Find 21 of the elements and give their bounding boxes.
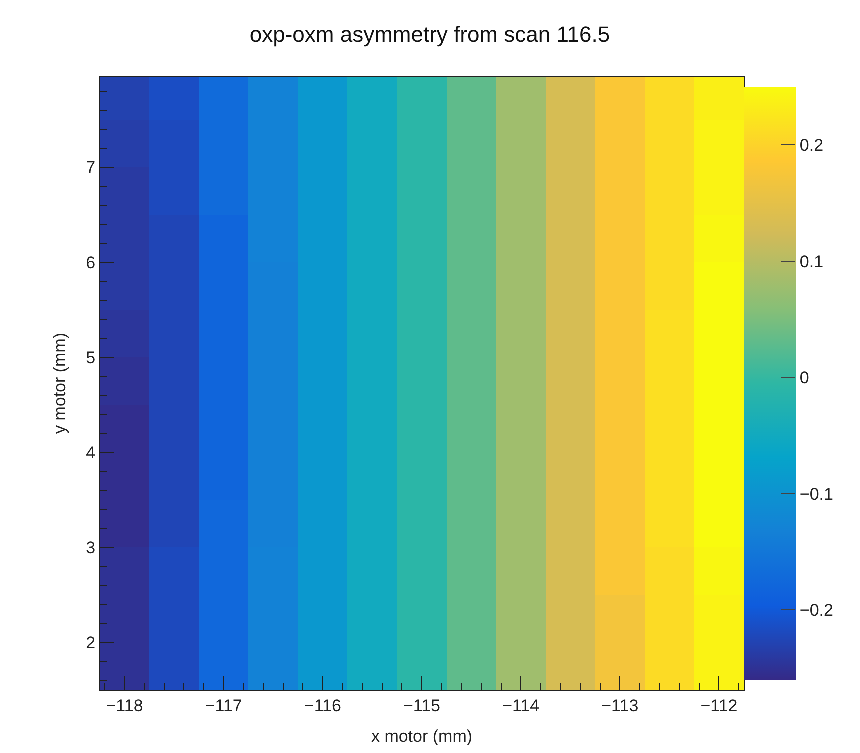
y-tick-label: 5	[86, 348, 96, 368]
x-axis-title: x motor (mm)	[371, 726, 473, 746]
x-tick-label: −118	[106, 696, 144, 716]
color-bar-label: 0	[800, 368, 810, 388]
y-axis-title: y motor (mm)	[50, 332, 70, 434]
y-tick-label: 4	[86, 443, 96, 462]
color-bar-label: −0.2	[800, 601, 834, 620]
color-bar-label: 0.1	[800, 252, 824, 272]
x-tick-label: −113	[602, 696, 639, 716]
color-bar-label: −0.1	[800, 484, 834, 504]
x-tick-label: −115	[403, 696, 441, 716]
color-bar-label: 0.2	[800, 136, 824, 156]
chart-title: oxp-oxm asymmetry from scan 116.5	[250, 22, 610, 47]
x-tick-label: −114	[502, 696, 540, 716]
y-tick-label: 7	[86, 158, 96, 178]
x-tick-label: −116	[304, 696, 342, 716]
x-tick-label: −112	[700, 696, 738, 716]
y-tick-label: 3	[86, 538, 96, 558]
y-tick-label: 2	[86, 633, 96, 652]
x-tick-label: −117	[205, 696, 242, 716]
y-tick-label: 6	[86, 253, 96, 272]
